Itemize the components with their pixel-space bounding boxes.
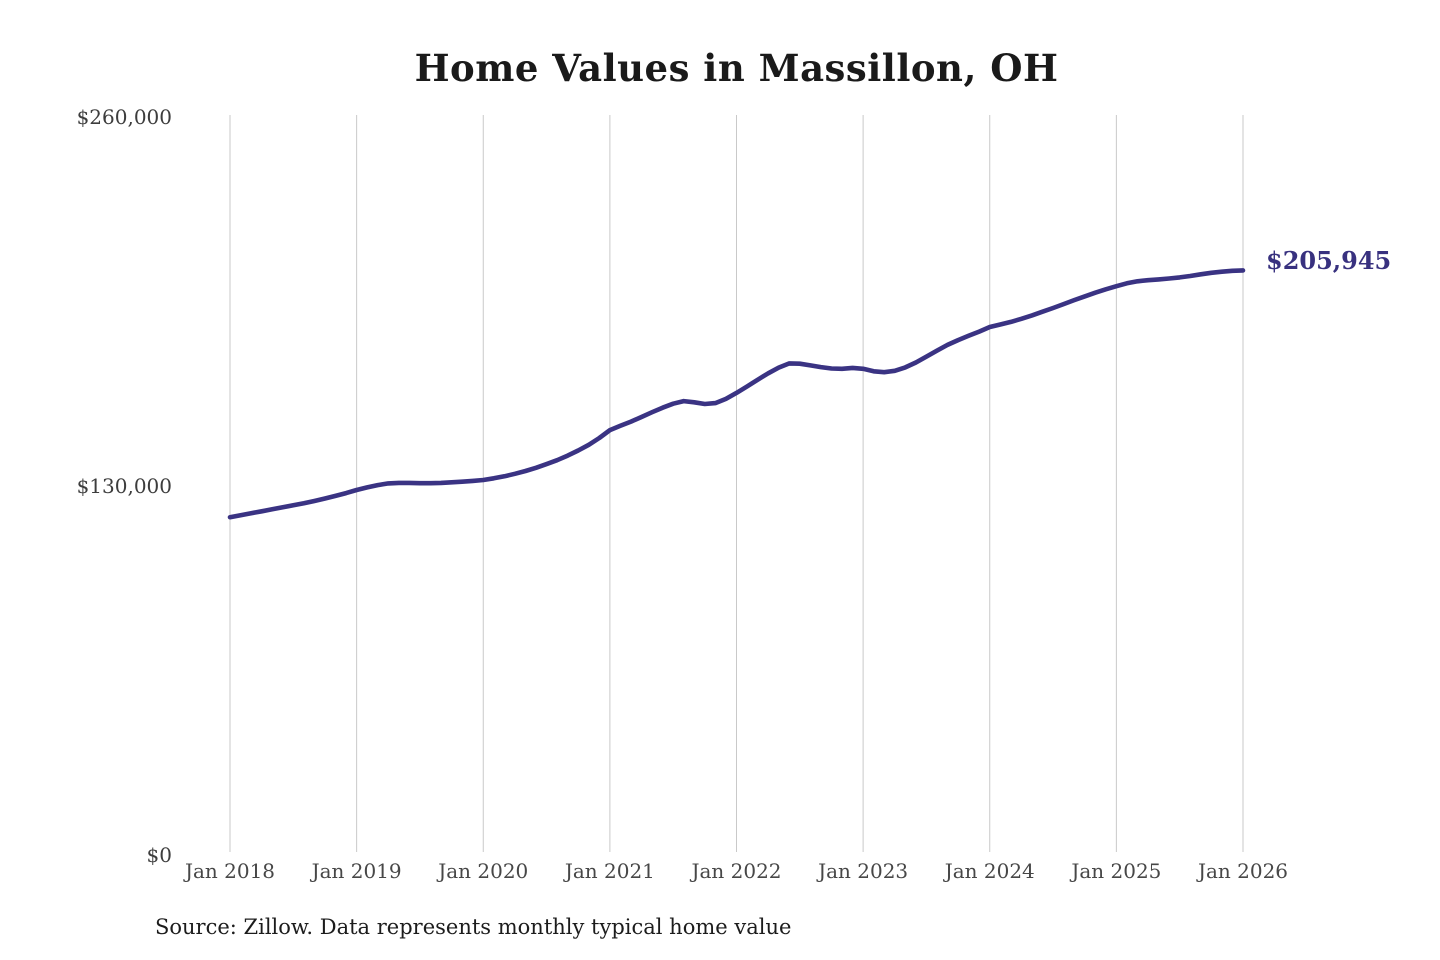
x-axis-label: Jan 2018 bbox=[184, 859, 276, 883]
chart-title: Home Values in Massillon, OH bbox=[414, 46, 1059, 90]
x-axis-label: Jan 2020 bbox=[438, 859, 529, 883]
x-axis-label: Jan 2021 bbox=[564, 859, 655, 883]
x-axis-label: Jan 2024 bbox=[944, 859, 1035, 883]
current-value-label: $205,945 bbox=[1266, 246, 1392, 276]
x-axis-label: Jan 2019 bbox=[311, 859, 402, 883]
y-axis-label: $0 bbox=[146, 843, 172, 867]
source-note: Source: Zillow. Data represents monthly … bbox=[155, 915, 792, 939]
home-value-line bbox=[227, 268, 1246, 520]
y-axis-label: $260,000 bbox=[76, 105, 172, 129]
x-axis-label: Jan 2025 bbox=[1071, 859, 1162, 883]
x-axis-label: Jan 2022 bbox=[691, 859, 782, 883]
y-axis-label: $130,000 bbox=[76, 474, 172, 498]
x-axis-label: Jan 2026 bbox=[1197, 859, 1289, 883]
x-axis-label: Jan 2023 bbox=[818, 859, 909, 883]
